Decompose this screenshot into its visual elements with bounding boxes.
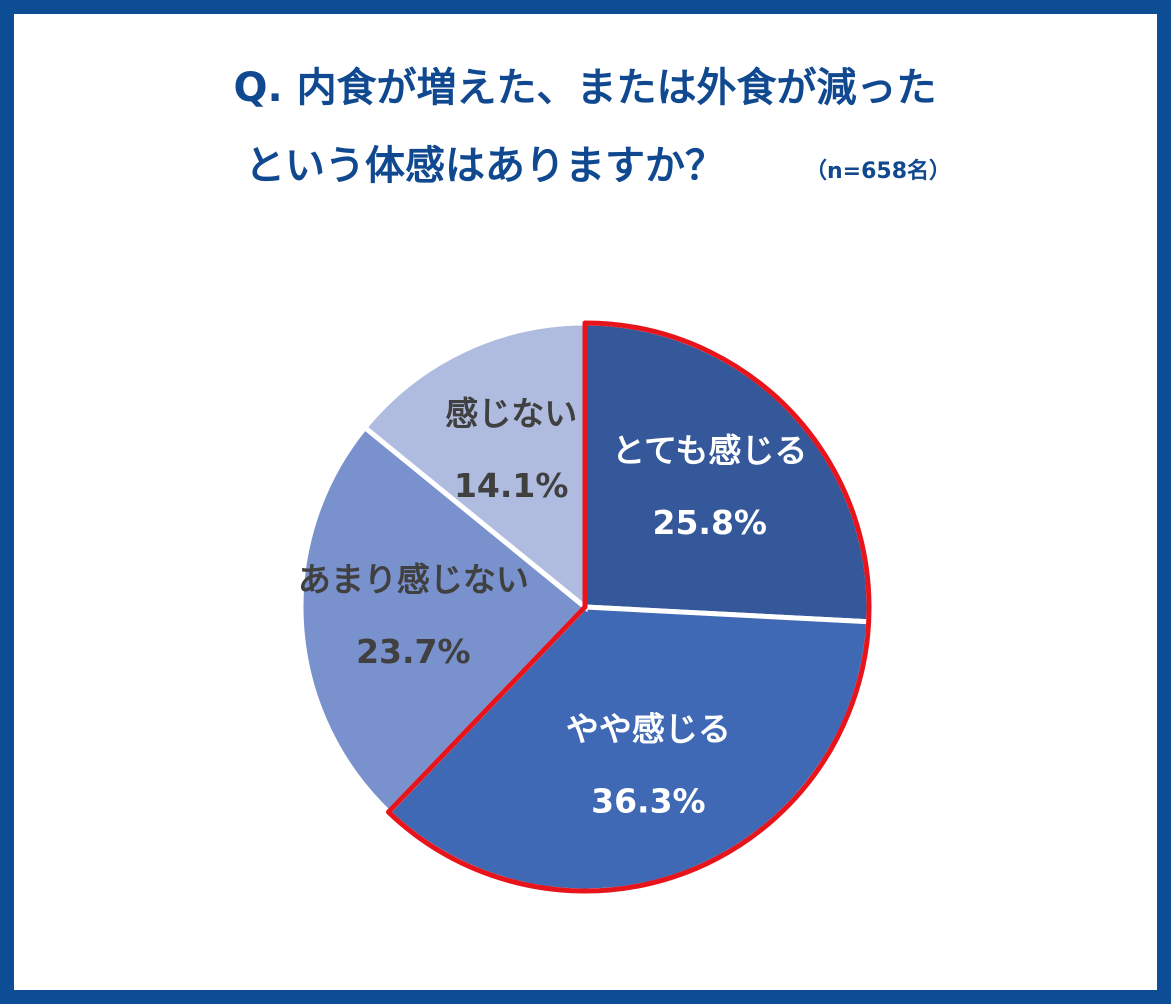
value-label: 23.7% [356, 632, 471, 671]
chart-subtitle: （n=658名） [805, 158, 951, 184]
pie-slice [361, 320, 588, 613]
slice-label: 感じない [445, 394, 577, 433]
value-label: 36.3% [591, 781, 706, 820]
pie-slice [298, 424, 589, 816]
value-label: 14.1% [454, 466, 569, 505]
chart-title: という体感はありますか？ [245, 143, 725, 189]
value-label: 25.8% [652, 503, 767, 542]
highlight-outline [385, 320, 872, 894]
slice-label: あまり感じない [298, 560, 529, 599]
slice-label: やや感じる [566, 709, 731, 748]
slice-label: とても感じる [612, 431, 807, 470]
chart-title: Q. 内食が増えた、または外食が減った [233, 65, 936, 111]
